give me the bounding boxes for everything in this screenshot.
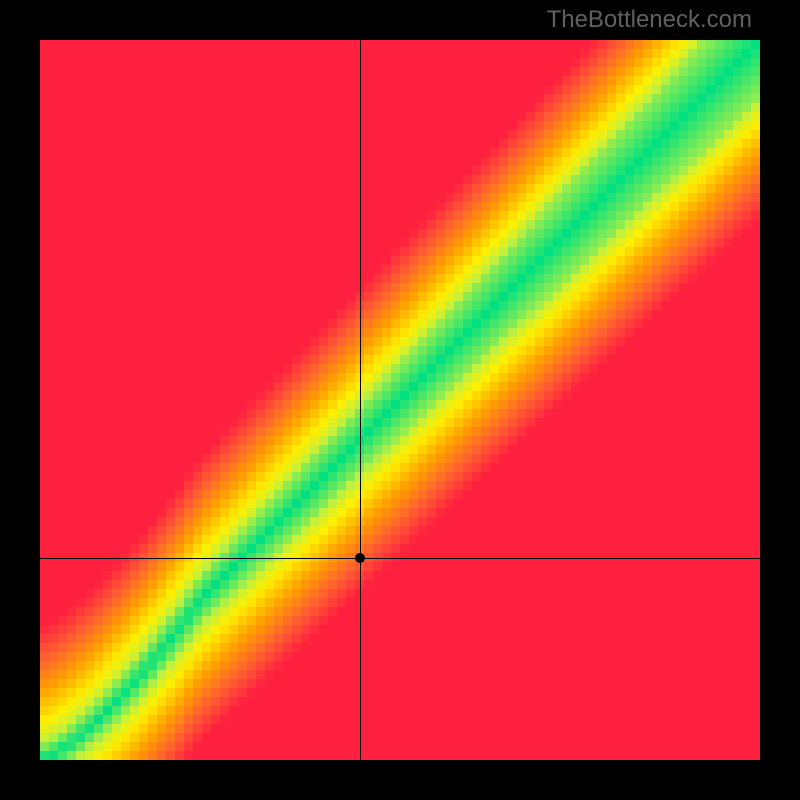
heatmap-canvas [40,40,760,760]
crosshair-vertical [360,40,361,760]
marker-dot [355,553,365,563]
plot-area [40,40,760,760]
crosshair-horizontal [40,558,760,559]
watermark-text: TheBottleneck.com [547,6,752,34]
chart-container: TheBottleneck.com [0,0,800,800]
